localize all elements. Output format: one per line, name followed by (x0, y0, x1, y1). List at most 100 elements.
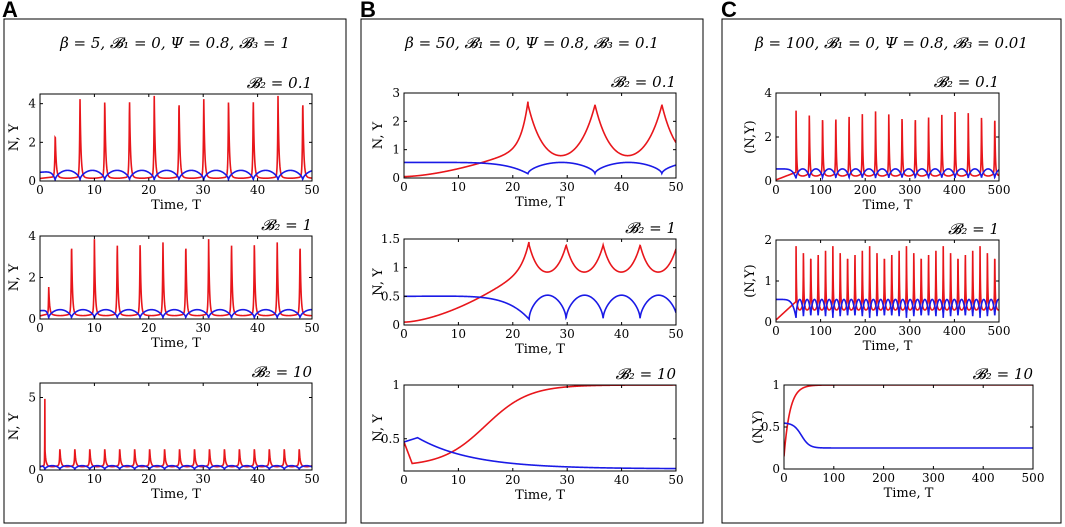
x-tick-label: 40 (614, 473, 629, 487)
x-tick-label: 0 (400, 473, 408, 487)
panel-condition: β = 100, 𝓑₁ = 0, Ψ = 0.8, 𝓑₃ = 0.01 (754, 34, 1028, 52)
x-tick-label: 20 (505, 327, 520, 341)
y-axis-label: N, Y (7, 412, 22, 440)
y-axis-label: N, Y (371, 268, 386, 296)
x-tick-label: 200 (854, 324, 877, 338)
y-tick-label: 2 (392, 114, 400, 128)
y-tick-label: 1 (392, 378, 400, 392)
y-tick-label: 0 (28, 312, 36, 326)
series-N-line (40, 239, 312, 317)
subplot-title: 𝓑₂ = 10 (252, 363, 313, 381)
subplot-title: 𝓑₂ = 1 (261, 216, 312, 234)
x-tick-label: 0 (780, 471, 788, 485)
x-axis-label: Time, T (884, 486, 934, 501)
x-tick-label: 0 (400, 180, 408, 194)
x-tick-label: 20 (141, 183, 156, 197)
x-tick-label: 50 (304, 321, 319, 335)
y-tick-label: 4 (28, 97, 36, 111)
y-tick-label: 5 (28, 391, 36, 405)
y-tick-label: 0 (392, 318, 400, 332)
x-axis-label: Time, T (151, 198, 201, 213)
x-tick-label: 30 (196, 183, 211, 197)
subplot: 0 10 20 30 40 50 0 1 2 3 𝓑₂ = 0.1 Time, T N, Y (371, 73, 684, 210)
x-tick-label: 100 (809, 324, 832, 338)
series-Y-line (40, 308, 312, 319)
x-tick-label: 200 (854, 183, 877, 197)
series-Y-line (40, 169, 312, 181)
y-tick-label: 1 (392, 261, 400, 275)
series-N-line (784, 385, 1033, 457)
series-N-line (404, 385, 676, 465)
x-tick-label: 40 (614, 180, 629, 194)
panel-label: C (721, 0, 737, 22)
series-N-line (40, 95, 312, 180)
subplot-title: 𝓑₂ = 0.1 (934, 73, 999, 91)
x-axis-label: Time, T (515, 488, 565, 503)
x-tick-label: 200 (872, 471, 895, 485)
series-Y-line (404, 161, 676, 176)
x-axis-label: Time, T (151, 336, 201, 351)
y-tick-label: 1 (772, 378, 780, 392)
panel-condition: β = 50, 𝓑₁ = 0, Ψ = 0.8, 𝓑₃ = 0.1 (404, 34, 659, 52)
subplot: 0 10 20 30 40 50 0 5 𝓑₂ = 10 Time, T N, Y (7, 363, 320, 502)
x-tick-label: 400 (943, 324, 966, 338)
x-tick-label: 20 (505, 180, 520, 194)
x-tick-label: 0 (36, 183, 44, 197)
y-tick-label: 0 (28, 463, 36, 477)
y-tick-label: 4 (764, 86, 772, 100)
series-Y-line (404, 294, 676, 322)
series-Y-line (776, 168, 999, 181)
x-axis-label: Time, T (515, 195, 565, 210)
y-tick-label: 0.5 (381, 432, 400, 446)
x-tick-label: 30 (196, 472, 211, 486)
x-tick-label: 10 (451, 473, 466, 487)
y-tick-label: 0.5 (381, 289, 400, 303)
y-tick-label: 4 (28, 229, 36, 243)
series-Y-line (404, 436, 676, 470)
x-tick-label: 50 (668, 180, 683, 194)
y-tick-label: 2 (28, 135, 36, 149)
x-axis-label: Time, T (515, 342, 565, 357)
x-tick-label: 0 (772, 324, 780, 338)
panel-frame (3, 18, 347, 524)
axes-frame (39, 235, 313, 320)
x-tick-label: 50 (304, 472, 319, 486)
x-tick-label: 50 (668, 327, 683, 341)
axes-frame (403, 92, 677, 179)
subplot-title: 𝓑₂ = 10 (616, 365, 677, 383)
y-tick-label: 2 (764, 233, 772, 247)
y-tick-label: 1 (392, 143, 400, 157)
x-tick-label: 300 (898, 183, 921, 197)
y-tick-label: 2 (28, 271, 36, 285)
series-Y-line (776, 298, 999, 319)
subplot: 0 10 20 30 40 50 0 0.5 1 1.5 𝓑₂ = 1 Time, T N, Y (371, 219, 684, 357)
x-tick-label: 100 (809, 183, 832, 197)
x-tick-label: 30 (560, 327, 575, 341)
x-tick-label: 10 (451, 327, 466, 341)
y-tick-label: 0.5 (761, 420, 780, 434)
x-tick-label: 500 (988, 183, 1011, 197)
y-axis-label: N, Y (371, 414, 386, 442)
x-tick-label: 0 (36, 321, 44, 335)
y-tick-label: 0 (764, 315, 772, 329)
y-tick-label: 1 (764, 274, 772, 288)
y-tick-label: 0 (764, 174, 772, 188)
y-tick-label: 2 (764, 130, 772, 144)
panel-condition: β = 5, 𝓑₁ = 0, Ψ = 0.8, 𝓑₃ = 1 (59, 34, 290, 52)
y-axis-label: N, Y (7, 123, 22, 151)
subplot: 0 10 20 30 40 50 0 2 4 𝓑₂ = 0.1 Time, T N, Y (7, 74, 320, 213)
series-N-line (40, 398, 312, 468)
panel-label: B (360, 0, 376, 22)
x-tick-label: 10 (87, 472, 102, 486)
y-axis-label: N, Y (371, 121, 386, 149)
x-axis-label: Time, T (151, 487, 201, 502)
x-tick-label: 50 (304, 183, 319, 197)
x-tick-label: 40 (250, 183, 265, 197)
y-axis-label: (N,Y) (743, 120, 758, 153)
x-tick-label: 20 (141, 321, 156, 335)
series-N-line (776, 110, 999, 181)
x-tick-label: 40 (614, 327, 629, 341)
x-tick-label: 300 (898, 324, 921, 338)
subplot: 0 10 20 30 40 50 0.5 1 𝓑₂ = 10 Time, T N, Y (371, 365, 684, 503)
